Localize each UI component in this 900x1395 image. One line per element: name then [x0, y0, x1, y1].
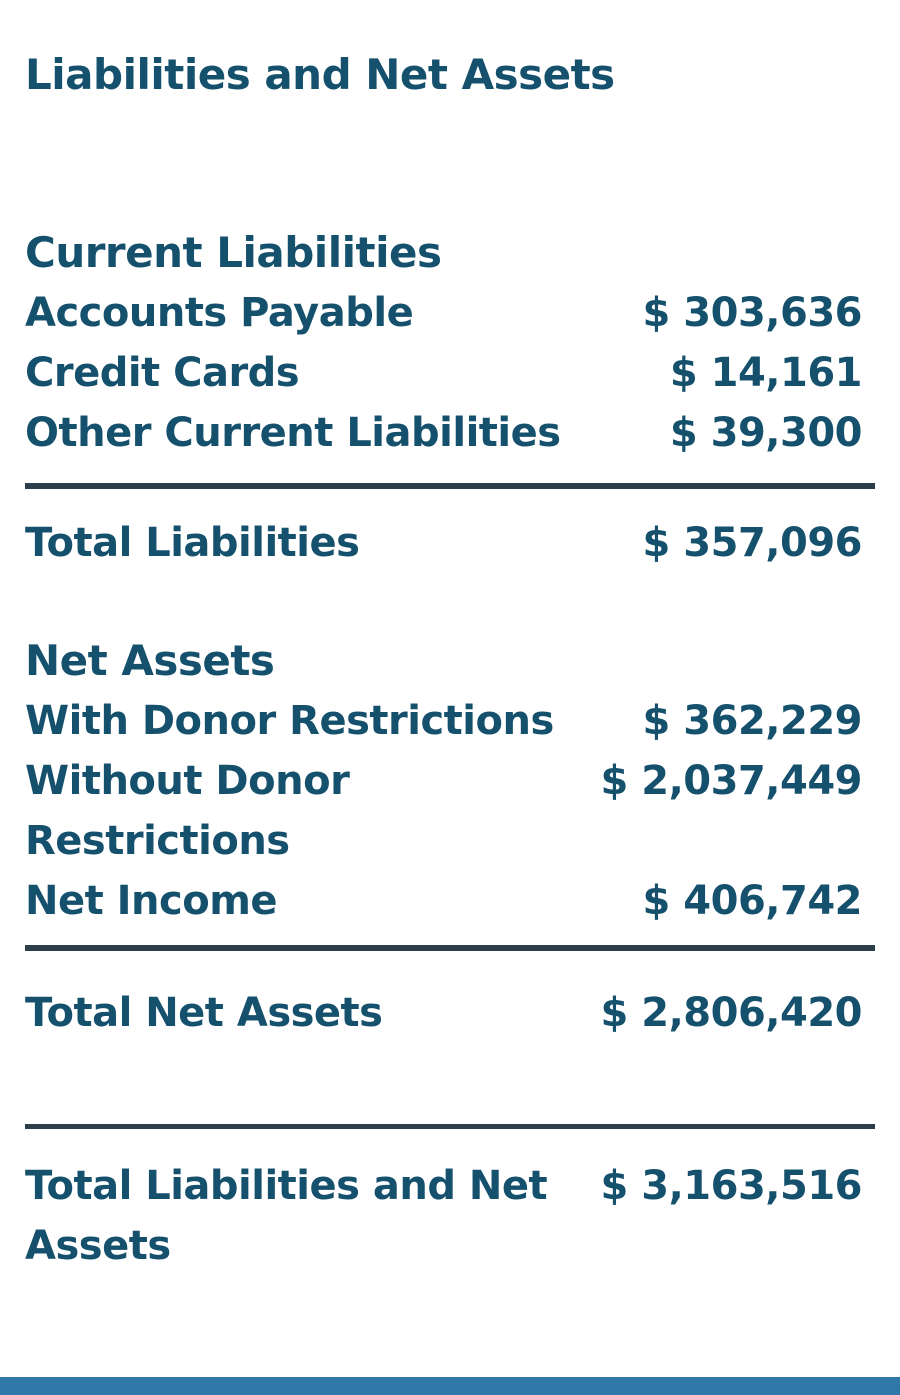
section-heading-net-assets: Net Assets [25, 636, 275, 685]
line-item-value: $ 406,742 [642, 878, 863, 924]
line-item-value: $ 362,229 [642, 698, 863, 744]
bottom-accent-bar [0, 1377, 900, 1395]
total-row-liabilities: Total Liabilities $ 357,096 [25, 513, 875, 573]
line-item-value: $ 39,300 [669, 410, 863, 456]
grand-total-row: Total Liabilities and Net Assets $ 3,163… [25, 1156, 875, 1276]
page-title: Liabilities and Net Assets [25, 50, 615, 99]
line-item-value: $ 303,636 [642, 290, 863, 336]
line-item-row: Other Current Liabilities $ 39,300 [25, 403, 875, 463]
total-value: $ 357,096 [642, 520, 863, 566]
line-item-label: Without Donor Restrictions [25, 758, 350, 864]
total-row-net-assets: Total Net Assets $ 2,806,420 [25, 983, 875, 1043]
section-heading-current-liabilities: Current Liabilities [25, 228, 442, 277]
line-item-value: $ 2,037,449 [600, 758, 863, 804]
line-item-label: With Donor Restrictions [25, 698, 554, 744]
line-item-label: Other Current Liabilities [25, 410, 561, 456]
grand-total-divider [25, 1124, 875, 1129]
total-label: Total Liabilities [25, 520, 360, 566]
grand-total-label: Total Liabilities and Net Assets [25, 1163, 548, 1269]
line-item-row: Credit Cards $ 14,161 [25, 343, 875, 403]
line-item-label: Net Income [25, 878, 278, 924]
section-divider [25, 945, 875, 951]
grand-total-value: $ 3,163,516 [600, 1163, 863, 1209]
section-divider [25, 483, 875, 489]
line-item-row: Without Donor Restrictions $ 2,037,449 [25, 751, 875, 871]
line-item-label: Credit Cards [25, 350, 300, 396]
statement-sheet: Liabilities and Net Assets Current Liabi… [0, 45, 900, 1395]
total-value: $ 2,806,420 [600, 990, 863, 1036]
total-label: Total Net Assets [25, 990, 383, 1036]
line-item-row: With Donor Restrictions $ 362,229 [25, 691, 875, 751]
line-item-value: $ 14,161 [669, 350, 863, 396]
line-item-label: Accounts Payable [25, 290, 414, 336]
line-item-row: Net Income $ 406,742 [25, 871, 875, 931]
line-item-row: Accounts Payable $ 303,636 [25, 283, 875, 343]
